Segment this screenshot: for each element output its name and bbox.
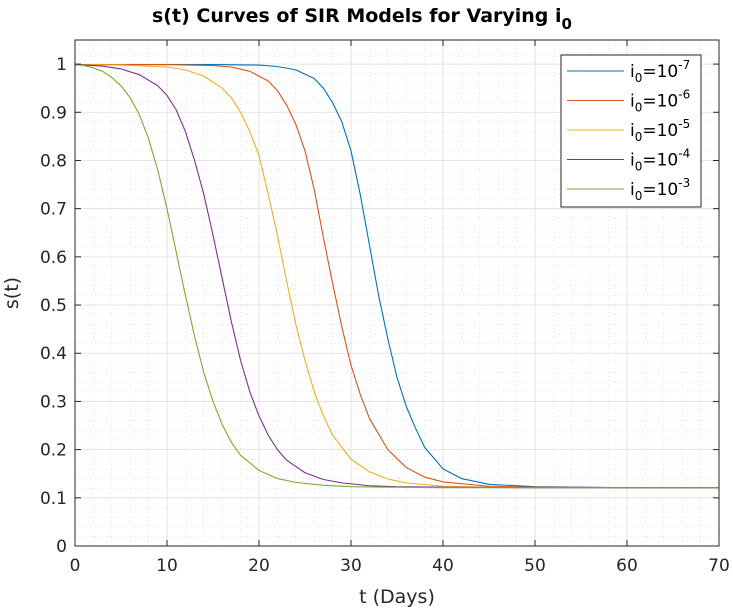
y-tick-label: 0.5 xyxy=(40,296,67,316)
y-tick-label: 0.3 xyxy=(40,392,67,412)
legend-entry-base: i xyxy=(630,180,635,200)
series-line-2 xyxy=(74,64,719,489)
y-tick-label: 0 xyxy=(56,537,67,557)
legend-entry-mid: =10 xyxy=(642,92,678,112)
legend-entry-base: i xyxy=(630,92,635,112)
y-tick-label: 0.4 xyxy=(40,344,67,364)
legend-entry-base: i xyxy=(630,121,635,141)
y-axis-label: s(t) xyxy=(1,277,23,309)
legend-entry-mid: =10 xyxy=(642,121,678,141)
legend-entry-exponent: -7 xyxy=(678,58,690,72)
x-tick-label: 60 xyxy=(616,556,638,576)
legend-entry-mid: =10 xyxy=(642,62,678,82)
y-tick-label: 0.2 xyxy=(40,441,67,461)
legend-entry-subscript: 0 xyxy=(635,71,643,85)
series-line-0 xyxy=(75,64,719,489)
legend-entry-subscript: 0 xyxy=(635,189,643,203)
series-line-3 xyxy=(74,64,719,489)
y-tick-label: 0.6 xyxy=(40,248,67,268)
legend-entry-exponent: -3 xyxy=(678,176,690,190)
legend-entry-base: i xyxy=(630,62,635,82)
legend-entry-3: i0=10-4 xyxy=(630,147,690,174)
ticks xyxy=(74,40,720,547)
legend-entry-mid: =10 xyxy=(642,180,678,200)
legend-entry-mid: =10 xyxy=(642,151,678,171)
legend-entry-exponent: -4 xyxy=(678,147,690,161)
legend-entry-4: i0=10-3 xyxy=(630,176,690,203)
series-lines xyxy=(74,64,719,489)
y-tick-label: 0.7 xyxy=(40,200,67,220)
x-tick-label: 40 xyxy=(432,556,454,576)
x-tick-label: 50 xyxy=(524,556,546,576)
legend-entry-1: i0=10-6 xyxy=(630,88,690,115)
legend-box xyxy=(560,54,702,208)
legend-entry-exponent: -6 xyxy=(678,88,690,102)
x-tick-label: 10 xyxy=(156,556,178,576)
legend-entry-subscript: 0 xyxy=(635,130,643,144)
x-tick-labels: 0 10 20 30 40 50 60 70 xyxy=(70,556,730,576)
x-tick-label: 20 xyxy=(248,556,270,576)
axes-box xyxy=(74,39,720,547)
chart-title-subscript: 0 xyxy=(562,15,572,33)
legend-entry-subscript: 0 xyxy=(635,101,643,115)
y-tick-labels: 0 0.1 0.2 0.3 0.4 0.5 0.6 0.7 0.8 0.9 1 xyxy=(40,55,67,557)
legend: i0=10-7i0=10-6i0=10-5i0=10-4i0=10-3 xyxy=(560,54,702,208)
legend-entry-2: i0=10-5 xyxy=(630,117,690,144)
legend-entry-base: i xyxy=(630,151,635,171)
x-tick-label: 30 xyxy=(340,556,362,576)
legend-entry-0: i0=10-7 xyxy=(630,58,690,85)
y-tick-label: 0.8 xyxy=(40,151,67,171)
chart-title: s(t) Curves of SIR Models for Varying i0 xyxy=(152,5,572,33)
series-line-1 xyxy=(75,64,719,489)
legend-entry-exponent: -5 xyxy=(678,117,690,131)
chart-title-main: s(t) Curves of SIR Models for Varying i xyxy=(152,5,562,27)
y-tick-label: 1 xyxy=(56,55,67,75)
y-tick-label: 0.1 xyxy=(40,489,67,509)
x-axis-label: t (Days) xyxy=(359,586,435,608)
legend-entry-subscript: 0 xyxy=(635,160,643,174)
series-line-4 xyxy=(74,64,719,489)
x-tick-label: 70 xyxy=(708,556,730,576)
y-tick-label: 0.9 xyxy=(40,103,67,123)
x-tick-label: 0 xyxy=(70,556,81,576)
